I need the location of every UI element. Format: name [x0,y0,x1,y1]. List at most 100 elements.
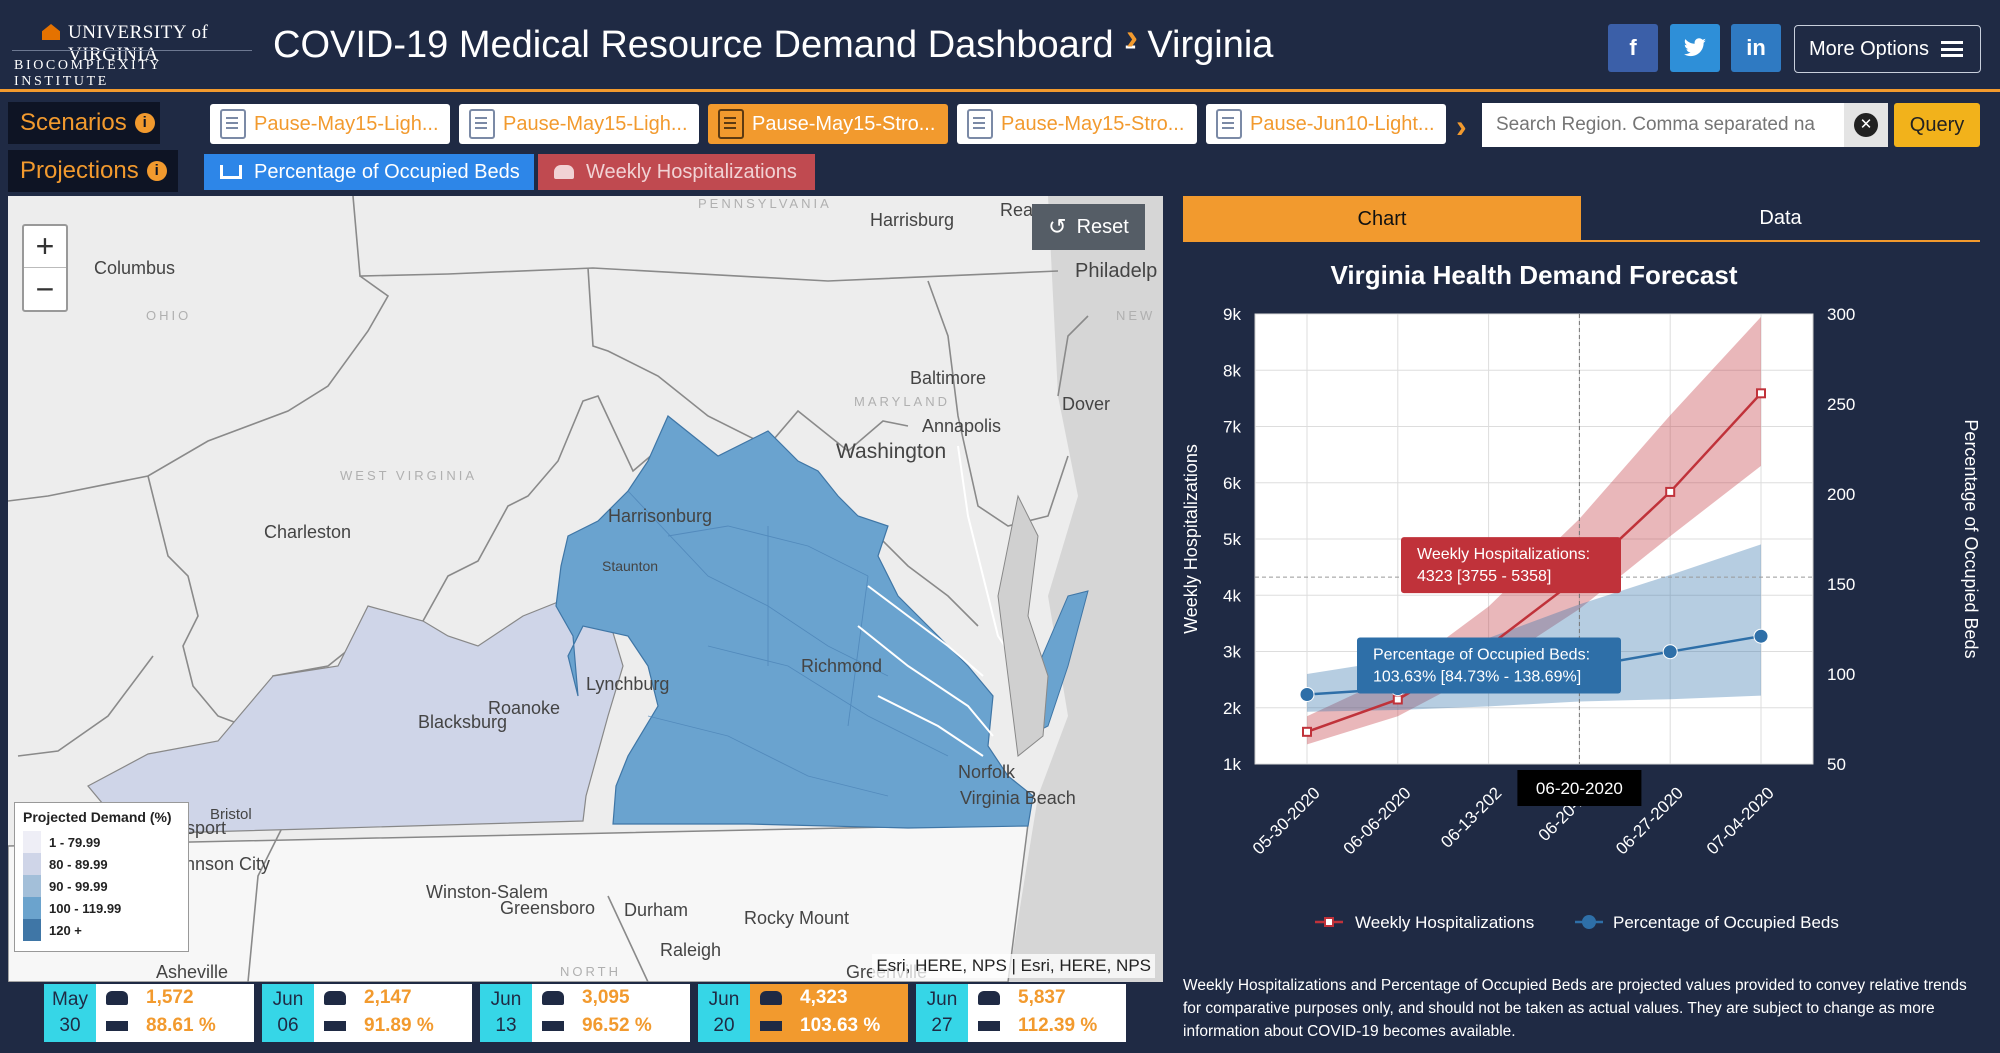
map-label-city: Rea [1000,200,1034,220]
data-point [1392,694,1403,705]
y-tick-right: 300 [1827,305,1855,324]
week-day: 27 [931,1015,953,1036]
legend-marker-beds [1582,915,1596,929]
zoom-in-button[interactable]: + [24,226,66,268]
tooltip-beds-line1: Percentage of Occupied Beds: [1373,646,1590,663]
data-point [1662,644,1678,660]
document-check-icon [469,109,495,139]
week-card[interactable]: Jun 06 2,147 91.89 % [262,984,472,1042]
week-timeline: May 30 1,572 88.61 % Jun 06 2,147 91.89 % Jun 13 3… [8,982,1163,1053]
map-label-city: Durham [624,900,689,920]
zoom-out-button[interactable]: − [35,270,55,307]
facebook-share-button[interactable]: f [1608,24,1658,72]
clear-search-button[interactable]: ✕ [1844,103,1888,147]
chart-title: Virginia Health Demand Forecast [1331,260,1738,290]
week-values: 3,095 96.52 % [532,984,690,1042]
week-hosp-row: 5,837 [978,984,1126,1012]
more-options-button[interactable]: More Options [1794,25,1981,73]
week-card[interactable]: Jun 27 5,837 112.39 % [916,984,1126,1042]
week-day: 20 [713,1015,735,1036]
week-hosp-row: 1,572 [106,984,254,1012]
map-label-city: Baltimore [910,368,987,388]
map-attribution[interactable]: Esri, HERE, NPS | Esri, HERE, NPS [872,954,1155,978]
bed-icon [542,1021,564,1031]
week-card[interactable]: May 30 1,572 88.61 % [44,984,254,1042]
week-beds-row: 91.89 % [324,1012,472,1040]
scenario-label: Pause-May15-Ligh... [503,112,688,135]
chevron-right-icon[interactable]: › [1126,16,1138,57]
region-search-input[interactable] [1482,103,1844,147]
north-carolina-region [8,823,1029,982]
chevron-right-icon[interactable]: › [1456,108,1467,144]
legend-label: 1 - 79.99 [49,834,101,850]
data-point [1299,687,1315,703]
legend-label: 120 + [49,922,82,938]
twitter-share-button[interactable] [1670,24,1720,72]
scenario-button[interactable]: Pause-May15-Ligh... [210,104,450,144]
legend-item: 90 - 99.99 [23,875,180,897]
data-point [1756,388,1766,399]
users-icon [106,991,128,1005]
occupied-beds-button[interactable]: Percentage of Occupied Beds [204,154,534,190]
state-borders [8,196,1089,982]
map-label-city: Staunton [602,558,659,574]
legend-swatch [23,919,41,941]
scenario-button[interactable]: Pause-May15-Stro... [957,104,1197,144]
x-tick-label: 06-06-2020 [1340,783,1415,858]
week-card[interactable]: Jun 13 3,095 96.52 % [480,984,690,1042]
virginia-southwest-region[interactable] [87,595,624,835]
week-occupied-beds: 91.89 % [364,1015,434,1036]
map-label-state: PENNSYLVANIA [698,196,832,211]
week-hosp-row: 4,323 [760,984,908,1012]
query-button[interactable]: Query [1894,103,1980,147]
map-canvas[interactable] [8,196,1163,982]
tab-data[interactable]: Data [1581,196,1980,242]
map-label-state: NORTH [560,964,621,979]
scenario-label: Pause-May15-Stro... [1001,112,1185,135]
y-tick-left: 8k [1223,361,1241,380]
week-values: 5,837 112.39 % [968,984,1126,1042]
week-occupied-beds: 112.39 % [1018,1015,1098,1036]
confidence-band [1307,316,1761,745]
map-label-city: Johnson City [166,854,271,874]
linkedin-share-button[interactable]: in [1731,24,1781,72]
tab-chart[interactable]: Chart [1183,196,1581,242]
logo-divider [12,50,252,51]
legend-item: 1 - 79.99 [23,831,180,853]
weekly-hospitalizations-button[interactable]: Weekly Hospitalizations [538,154,815,190]
week-occupied-beds: 96.52 % [582,1015,652,1036]
tooltip-date-label: 06-20-2020 [1536,779,1623,798]
week-month: May [52,989,88,1010]
projections-label: Projections i [8,150,178,192]
forecast-chart[interactable]: Virginia Health Demand Forecast 1k 2k 3k 4k 5… [1183,242,1980,972]
legend-item: 80 - 89.99 [23,853,180,875]
legend-label-hospitalizations: Weekly Hospitalizations [1355,913,1534,932]
map-label-state: MARYLAND [854,394,951,409]
info-icon[interactable]: i [134,113,155,133]
map-label-city: Washington [836,440,947,463]
week-date: May 30 [44,984,96,1042]
legend-title: Projected Demand (%) [23,809,172,825]
users-icon [554,165,574,179]
scenario-button[interactable]: Pause-May15-Ligh... [459,104,699,144]
week-beds-row: 88.61 % [106,1012,254,1040]
y-tick-left: 9k [1223,305,1241,324]
y-tick-right: 200 [1827,485,1855,504]
week-month: Jun [926,989,958,1010]
users-icon [760,991,782,1005]
map-view[interactable]: Columbus OHIO Harrisburg PENNSYLVANIA Re… [8,196,1163,982]
scenario-button[interactable]: Pause-Jun10-Light... [1206,104,1446,144]
map-label-city: Raleigh [660,940,722,960]
uva-logo[interactable]: UNIVERSITY of VIRGINIA BIOCOMPLEXITY INS… [12,20,252,89]
info-icon[interactable]: i [146,161,167,181]
virginia-east-region[interactable] [555,415,1034,829]
reset-map-button[interactable]: ↺ Reset [1032,204,1145,250]
map-label-city: Roanoke [488,698,561,718]
chesapeake-bay [997,494,1049,757]
week-card[interactable]: Jun 20 4,323 103.63 % [698,984,908,1042]
bed-icon [760,1021,782,1031]
scenario-button[interactable]: Pause-May15-Stro... [708,104,948,144]
reset-label: Reset [1076,215,1129,238]
tooltip-hospitalizations [1401,537,1621,594]
logo-institute: BIOCOMPLEXITY INSTITUTE [14,58,162,89]
